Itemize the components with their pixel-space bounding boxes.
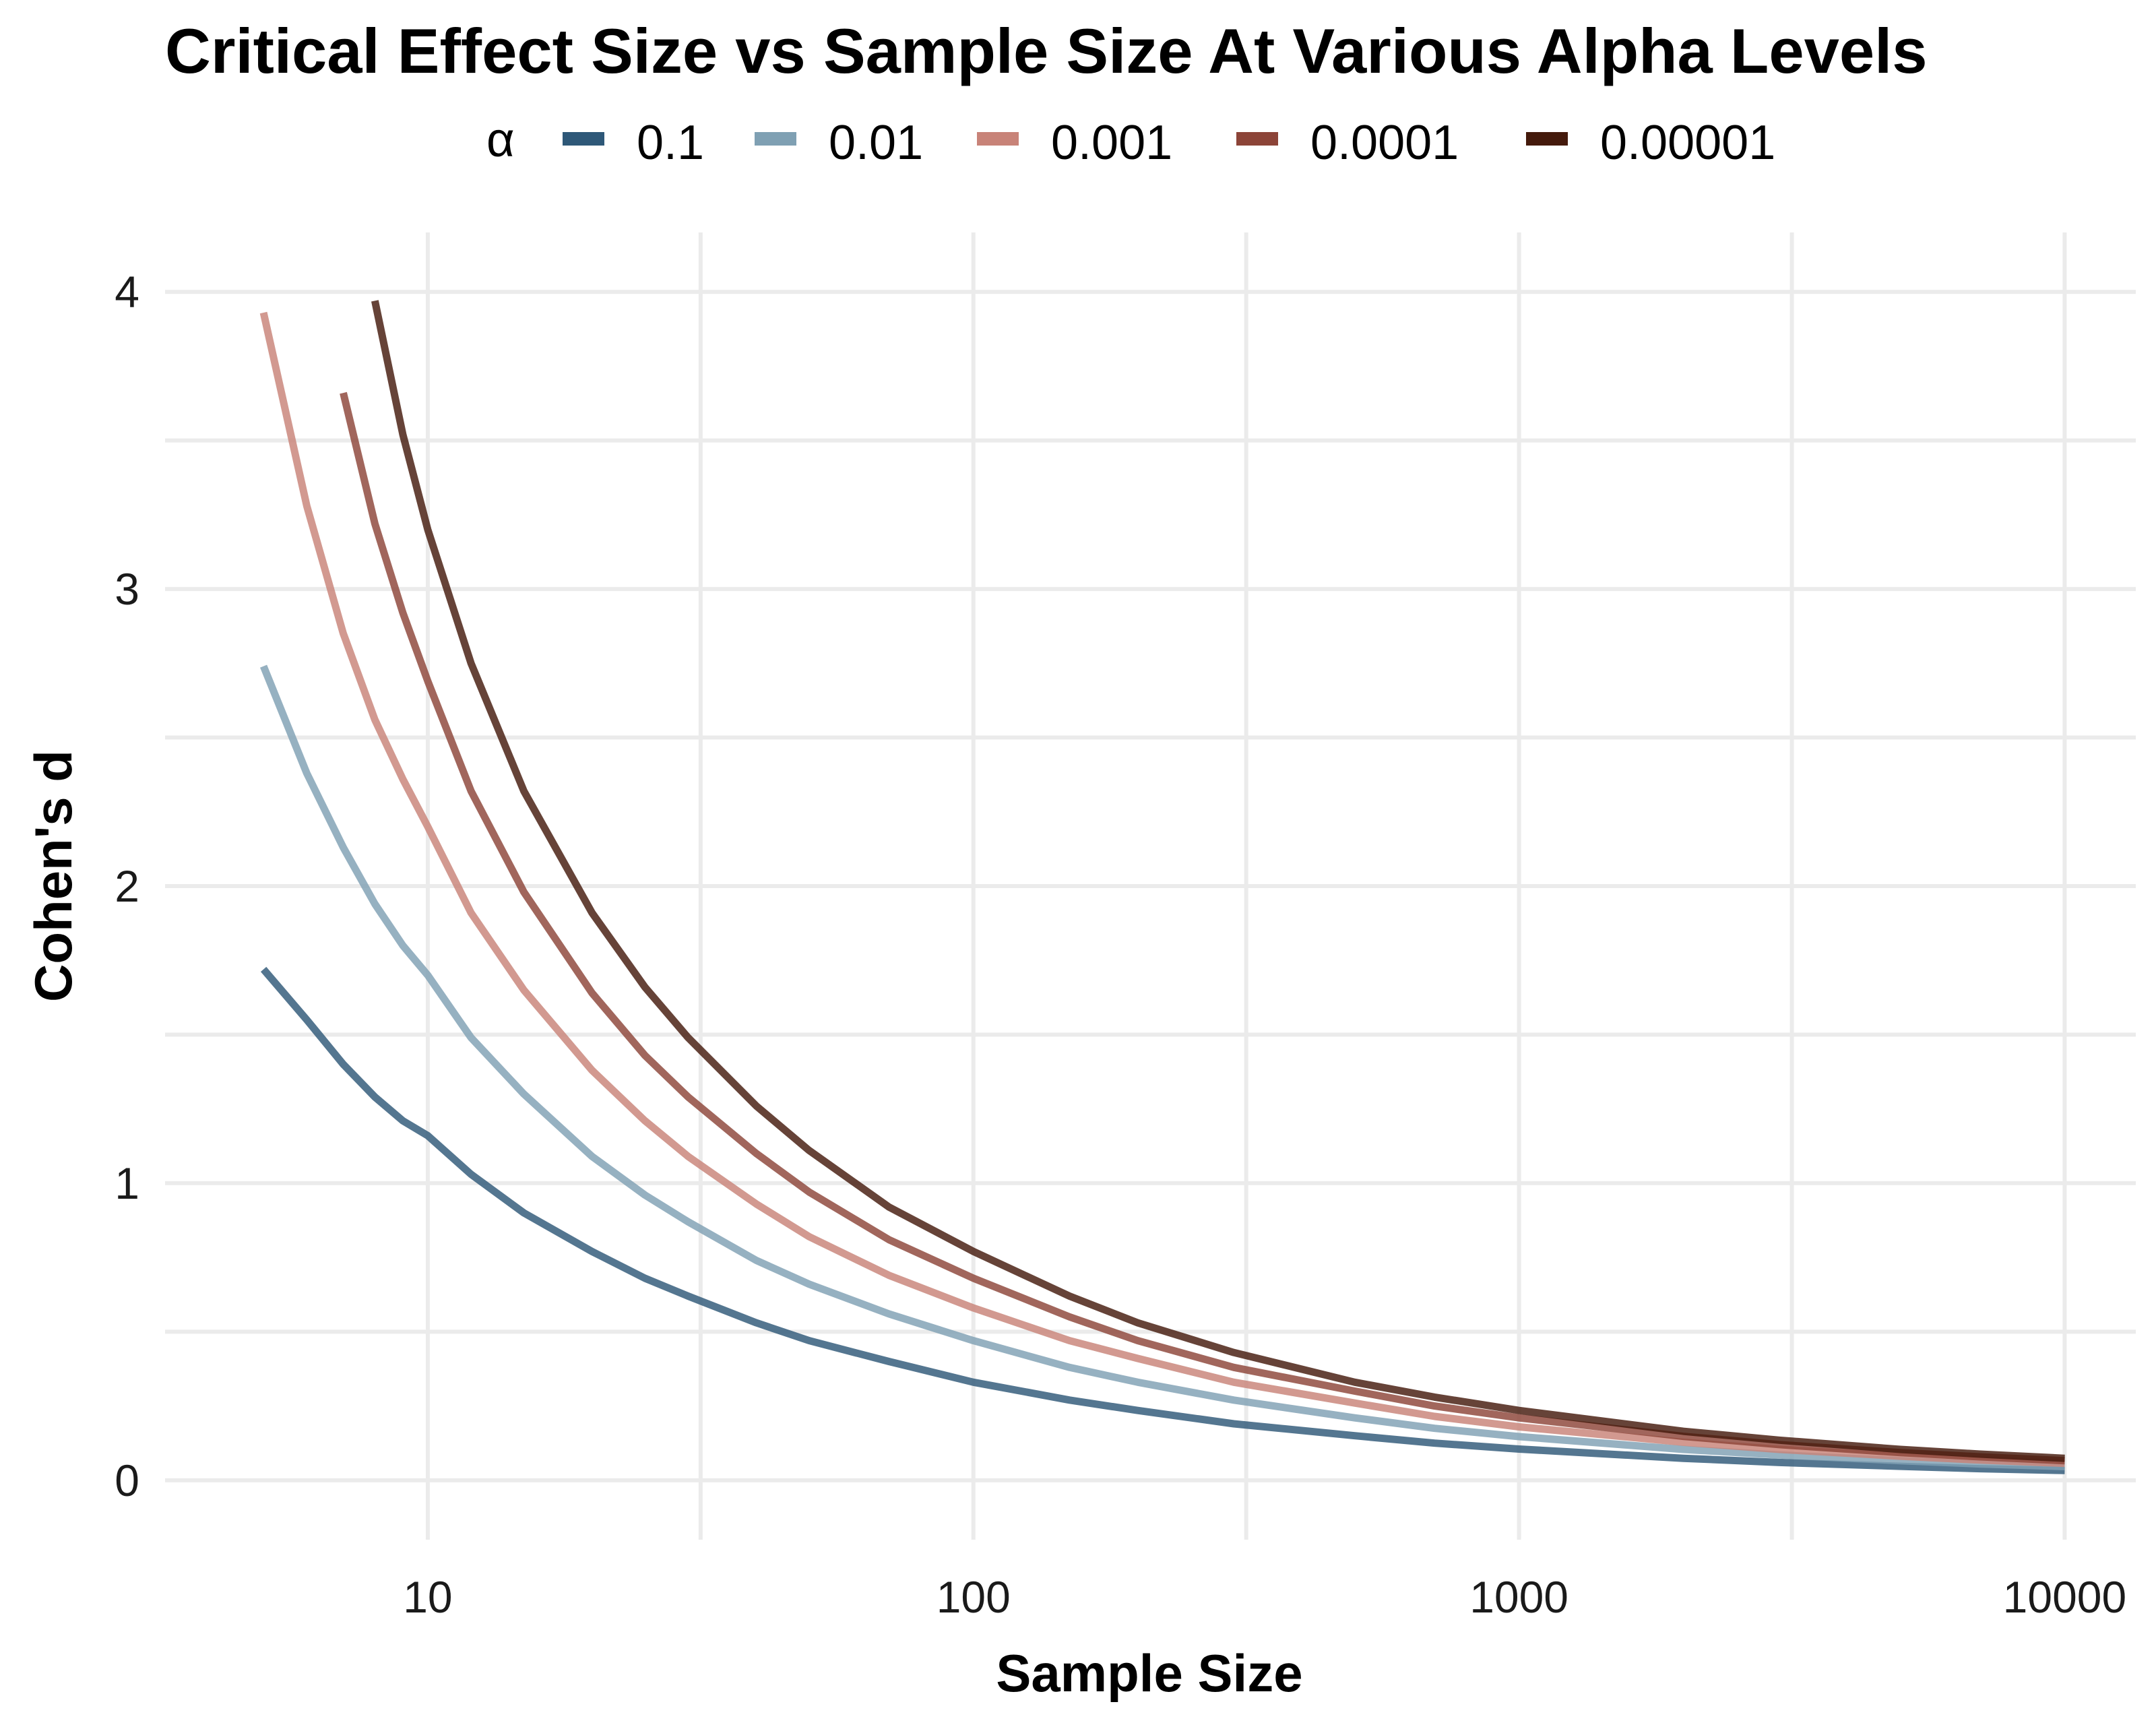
- legend-label: 0.0001: [1310, 116, 1459, 170]
- x-tick-label: 100: [937, 1572, 1011, 1622]
- series-line-2: [260, 664, 2065, 1470]
- legend-swatch: [563, 132, 604, 146]
- x-axis-title: Sample Size: [996, 1643, 1302, 1703]
- y-axis-title: Cohen's d: [24, 750, 83, 1002]
- legend: α 0.1 0.01 0.001 0.0001 0.00001: [486, 113, 1775, 170]
- y-tick-label: 0: [115, 1455, 139, 1505]
- y-tick-label: 1: [115, 1158, 139, 1208]
- series-line-3: [259, 311, 2065, 1468]
- series-line-5: [371, 300, 2065, 1462]
- series-line-4: [340, 391, 2065, 1465]
- x-axis-ticks: 10 100 1000 10000: [403, 1572, 2126, 1622]
- legend-swatch: [1236, 132, 1278, 146]
- legend-swatch: [755, 132, 796, 146]
- x-tick-label: 10: [403, 1572, 452, 1622]
- legend-label: 0.00001: [1600, 116, 1775, 170]
- y-tick-label: 3: [115, 564, 139, 614]
- y-axis-ticks: 0 1 2 3 4: [115, 267, 139, 1505]
- legend-items: 0.1 0.01 0.001 0.0001 0.00001: [563, 116, 1775, 170]
- series-line-1: [260, 966, 2065, 1474]
- legend-title: α: [486, 113, 515, 167]
- legend-label: 0.001: [1051, 116, 1172, 170]
- legend-label: 0.1: [637, 116, 704, 170]
- x-tick-label: 10000: [2003, 1572, 2127, 1622]
- legend-label: 0.01: [829, 116, 923, 170]
- plot-grid: [165, 232, 2136, 1540]
- x-tick-label: 1000: [1469, 1572, 1568, 1622]
- y-tick-label: 4: [115, 267, 139, 317]
- legend-swatch: [1526, 132, 1568, 146]
- series-layer: [259, 300, 2065, 1474]
- chart-title: Critical Effect Size vs Sample Size At V…: [165, 15, 1928, 86]
- y-tick-label: 2: [115, 861, 139, 911]
- legend-swatch: [977, 132, 1019, 146]
